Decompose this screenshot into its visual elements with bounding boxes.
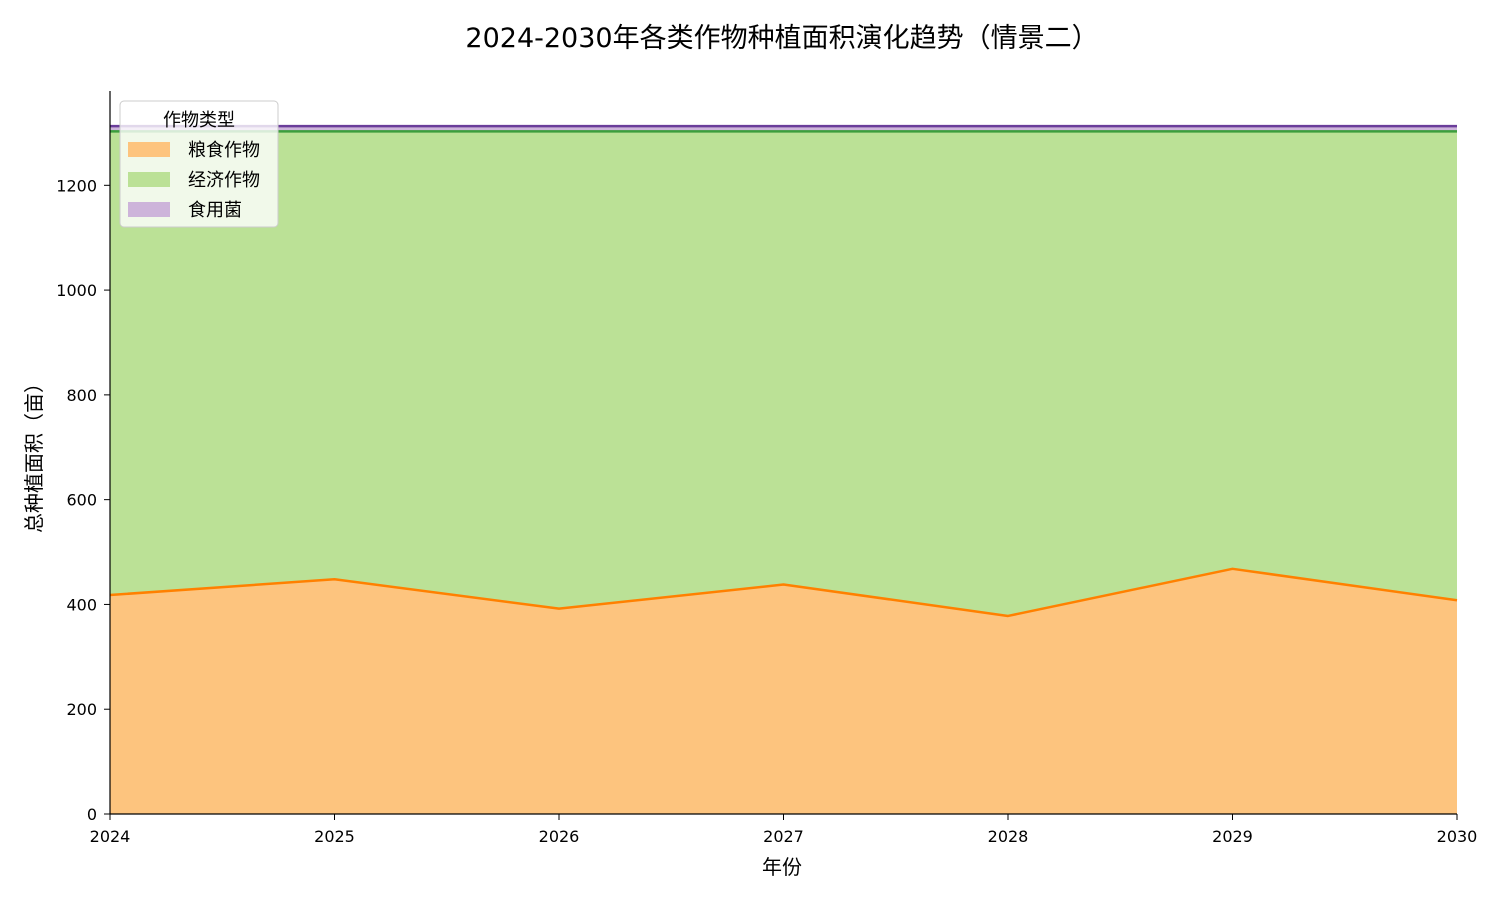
x-tick-label: 2027 bbox=[763, 827, 804, 846]
area-layer bbox=[110, 126, 1457, 814]
line-layer bbox=[109, 124, 1458, 618]
y-tick-label: 200 bbox=[66, 700, 97, 719]
y-tick-label: 800 bbox=[66, 386, 97, 405]
y-tick-label: 1000 bbox=[56, 281, 97, 300]
legend-box bbox=[119, 100, 279, 228]
legend-label: 食用菌 bbox=[188, 200, 242, 221]
y-tick-label: 1200 bbox=[56, 176, 97, 195]
chart-title: 2024-2030年各类作物种植面积演化趋势（情景二） bbox=[465, 23, 1098, 54]
legend-title: 作物类型 bbox=[163, 110, 235, 131]
line-series-0 bbox=[109, 567, 1458, 618]
area-series-2 bbox=[110, 126, 1457, 132]
area-series-1 bbox=[110, 131, 1457, 616]
x-tick-label: 2026 bbox=[539, 827, 580, 846]
legend-label: 粮食作物 bbox=[188, 140, 260, 161]
legend-swatch-0 bbox=[128, 142, 170, 157]
x-tick-label: 2029 bbox=[1212, 827, 1253, 846]
y-tick-label: 600 bbox=[66, 491, 97, 510]
legend-label: 经济作物 bbox=[188, 170, 260, 191]
y-axis-label: 总种植面积（亩） bbox=[22, 373, 46, 533]
area-series-0 bbox=[110, 568, 1457, 814]
x-tick-label: 2028 bbox=[988, 827, 1029, 846]
axis-layer: 0 200 400 600 800 1000 1200 2024 2025 2026 2027 202… bbox=[56, 91, 1477, 846]
y-tick-label: 0 bbox=[87, 805, 97, 824]
x-tick-label: 2030 bbox=[1437, 827, 1478, 846]
legend-swatch-2 bbox=[128, 202, 170, 217]
x-tick-label: 2025 bbox=[314, 827, 355, 846]
legend-swatch-1 bbox=[128, 172, 170, 187]
x-tick-label: 2024 bbox=[90, 827, 131, 846]
x-axis-label: 年份 bbox=[762, 855, 802, 879]
y-tick-label: 400 bbox=[66, 595, 97, 614]
